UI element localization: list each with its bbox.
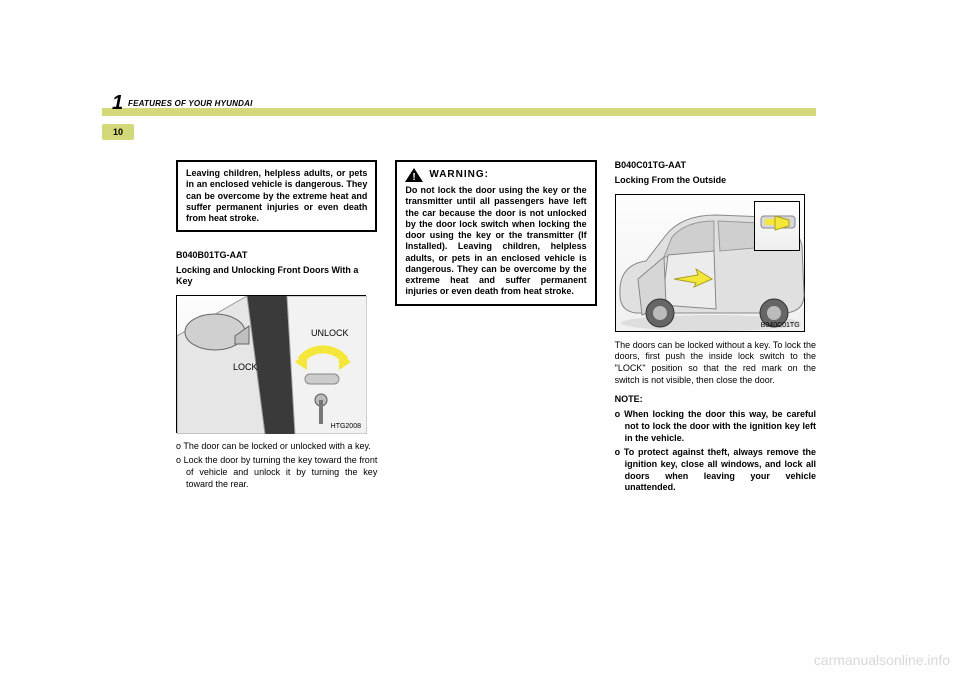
lock-label: LOCK (233, 362, 258, 372)
section-title: Locking and Unlocking Front Doors With a… (176, 265, 377, 287)
warning-label: WARNING: (429, 169, 489, 182)
column-2: ! WARNING: Do not lock the door using th… (395, 160, 596, 497)
chapter-title: FEATURES OF YOUR HYUNDAI (128, 99, 253, 108)
note-item: o To protect against theft, always remov… (615, 447, 816, 494)
illustration-lock-outside: B040C01TG (615, 194, 805, 332)
illustration-code: HTG2008 (331, 423, 361, 430)
chapter-number: 1 (112, 92, 123, 115)
body-text: The doors can be locked without a key. T… (615, 340, 816, 387)
bullet-item: o Lock the door by turning the key towar… (176, 455, 377, 490)
content-columns: Leaving children, helpless adults, or pe… (176, 160, 816, 497)
page-header: 1 FEATURES OF YOUR HYUNDAI (102, 88, 816, 120)
warning-triangle-icon: ! (405, 168, 423, 182)
section-code: B040B01TG-AAT (176, 250, 377, 261)
header-stripe (102, 108, 816, 116)
note-title: NOTE: (615, 394, 816, 405)
illustration-inset (754, 201, 800, 251)
column-3: B040C01TG-AAT Locking From the Outside (615, 160, 816, 497)
column-1: Leaving children, helpless adults, or pe… (176, 160, 377, 497)
section-code: B040C01TG-AAT (615, 160, 816, 171)
unlock-label: UNLOCK (311, 328, 349, 338)
watermark: carmanualsonline.info (814, 652, 950, 668)
illustration-code: B040C01TG (761, 322, 800, 329)
section-title: Locking From the Outside (615, 175, 816, 186)
warning-box-heatstroke: Leaving children, helpless adults, or pe… (176, 160, 377, 232)
note-item: o When locking the door this way, be car… (615, 409, 816, 444)
manual-page: 1 FEATURES OF YOUR HYUNDAI 10 Leaving ch… (102, 88, 816, 622)
bullet-item: o The door can be locked or unlocked wit… (176, 441, 377, 453)
illustration-door-key: LOCK UNLOCK HTG2008 (176, 295, 366, 433)
door-key-svg (177, 296, 367, 434)
warning-box-doorlock: ! WARNING: Do not lock the door using th… (395, 160, 596, 306)
page-number: 10 (102, 124, 134, 140)
warning-text: Do not lock the door using the key or th… (405, 185, 586, 296)
warning-text: Leaving children, helpless adults, or pe… (186, 168, 367, 223)
svg-text:!: ! (413, 172, 416, 182)
warning-title-row: ! WARNING: (405, 168, 586, 182)
